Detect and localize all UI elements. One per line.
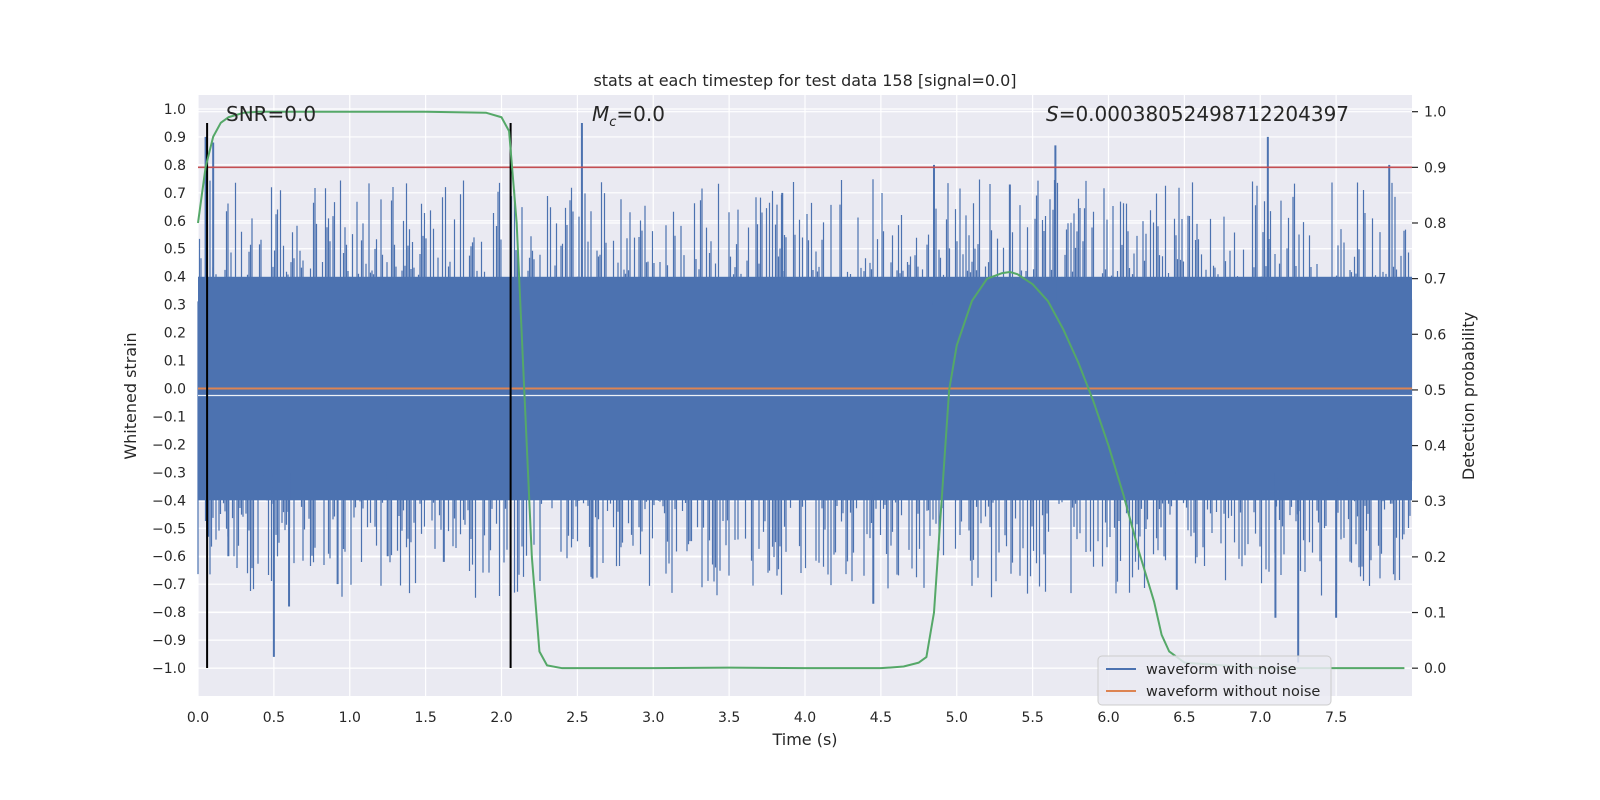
x-tick-label: 4.0: [794, 710, 816, 726]
x-tick-label: 6.0: [1097, 710, 1119, 726]
chirp-mass-value: =0.0: [616, 102, 665, 126]
y-tick-label: −0.4: [152, 493, 186, 509]
y-tick-label: 0.2: [164, 326, 186, 342]
y-axis-label: Whitened strain: [121, 332, 140, 459]
y-tick-label: −0.6: [152, 549, 186, 565]
y-tick-label: 0.9: [164, 130, 186, 146]
x-tick-label: 1.0: [339, 710, 361, 726]
chart-title: stats at each timestep for test data 158…: [593, 71, 1016, 90]
legend: waveform with noise waveform without noi…: [1097, 655, 1332, 706]
y-tick-label: 0.0: [164, 382, 186, 398]
s-symbol: S: [1046, 102, 1059, 126]
y-right-tick-label: 0.6: [1424, 327, 1446, 343]
legend-box: [1097, 655, 1332, 706]
snr-annotation: SNR=0.0: [226, 102, 316, 126]
y-tick-label: −0.5: [152, 521, 186, 537]
x-tick-label: 4.5: [870, 710, 892, 726]
chirp-mass-symbol: M: [592, 102, 609, 126]
x-tick-label: 0.5: [263, 710, 285, 726]
y-tick-label: −1.0: [152, 661, 186, 677]
x-tick-label: 0.0: [187, 710, 209, 726]
x-tick-label: 1.5: [414, 710, 436, 726]
y-tick-label: 0.7: [164, 186, 186, 202]
x-tick-label: 7.0: [1249, 710, 1271, 726]
y-right-tick-label: 0.2: [1424, 550, 1446, 566]
x-tick-label: 2.5: [566, 710, 588, 726]
x-tick-label: 3.5: [718, 710, 740, 726]
y-right-tick-label: 0.7: [1424, 272, 1446, 288]
noise-trace: [197, 179, 1413, 598]
y-tick-label: −0.8: [152, 605, 186, 621]
s-value: =0.00038052498712204397: [1059, 102, 1349, 126]
y-right-tick-label: 0.1: [1424, 606, 1446, 622]
y-tick-label: 0.5: [164, 242, 186, 258]
y-axis-right-label: Detection probability: [1459, 312, 1478, 480]
y-tick-label: 0.4: [164, 270, 186, 286]
y-right-tick-label: 0.4: [1424, 439, 1446, 455]
y-tick-label: 0.1: [164, 354, 186, 370]
x-tick-label: 5.5: [1021, 710, 1043, 726]
x-tick-label: 3.0: [642, 710, 664, 726]
y-tick-label: 0.3: [164, 298, 186, 314]
y-tick-label: −0.2: [152, 437, 186, 453]
y-right-tick-label: 0.9: [1424, 160, 1446, 176]
series-detection-probability: [197, 110, 1405, 670]
y-tick-label: −0.1: [152, 409, 186, 425]
y-tick-label: 0.8: [164, 158, 186, 174]
y-right-tick-label: 0.0: [1424, 661, 1446, 677]
y-tick-label: 1.0: [164, 102, 186, 118]
x-tick-label: 5.0: [946, 710, 968, 726]
x-tick-label: 2.0: [490, 710, 512, 726]
s-annotation: S=0.00038052498712204397: [1046, 102, 1349, 126]
y-right-tick-label: 0.8: [1424, 216, 1446, 232]
y-tick-label: −0.7: [152, 577, 186, 593]
y-axis-ticks: 1.0 0.9 0.8 0.7 0.6 0.5 0.4 0.3 0.2 0.1 0.0 −0.1 −0.…: [152, 102, 186, 677]
y-tick-label: −0.3: [152, 465, 186, 481]
chirp-mass-subscript: c: [609, 115, 616, 130]
x-tick-label: 6.5: [1173, 710, 1195, 726]
series-lines: [197, 110, 1412, 670]
x-axis-ticks: 0.0 0.5 1.0 1.5 2.0 2.5 3.0 3.5 4.0 4.5 5.0 5.5 6.0 6…: [187, 710, 1347, 726]
x-tick-label: 7.5: [1325, 710, 1347, 726]
y-right-tick-label: 1.0: [1424, 105, 1446, 121]
x-axis-label: Time (s): [771, 730, 837, 749]
chirp-mass-annotation: Mc=0.0: [592, 102, 665, 130]
legend-label-clean: waveform without noise: [1146, 684, 1320, 700]
y-right-tick-label: 0.3: [1424, 494, 1446, 510]
legend-label-noise: waveform with noise: [1146, 662, 1297, 678]
y-axis-right-ticks: 1.0 0.9 0.8 0.7 0.6 0.5 0.4 0.3 0.2 0.1 0.0: [1412, 105, 1446, 677]
y-right-tick-label: 0.5: [1424, 383, 1446, 399]
y-tick-label: 0.6: [164, 214, 186, 230]
y-tick-label: −0.9: [152, 633, 186, 649]
